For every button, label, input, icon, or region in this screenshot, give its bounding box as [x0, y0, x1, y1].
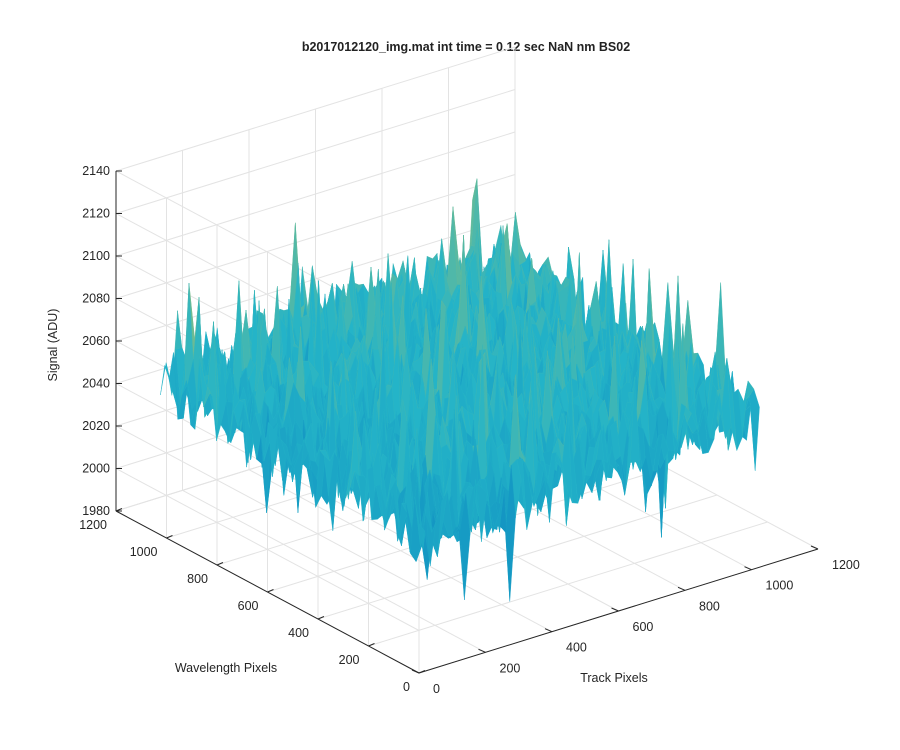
x-tick-label: 1200 — [832, 558, 860, 572]
y-tick-label: 600 — [238, 599, 259, 613]
y-tick-labels: 0 200 400 600 800 1000 1200 — [79, 518, 410, 694]
z-tick-label: 1980 — [82, 504, 110, 518]
y-tick-label: 200 — [339, 653, 360, 667]
z-tick-label: 2040 — [82, 377, 110, 391]
z-tick-label: 2100 — [82, 249, 110, 263]
z-tick-label: 2120 — [82, 207, 110, 221]
z-tick-label: 2000 — [82, 462, 110, 476]
z-tick-label: 2140 — [82, 164, 110, 178]
z-tick-label: 2080 — [82, 292, 110, 306]
y-tick-label: 800 — [187, 572, 208, 586]
surface-plot — [160, 178, 760, 602]
x-tick-labels: 0 200 400 600 800 1000 1200 — [433, 558, 860, 696]
x-tick-label: 1000 — [766, 579, 794, 593]
z-axis-label: Signal (ADU) — [46, 309, 60, 382]
x-tick-label: 600 — [633, 620, 654, 634]
x-tick-label: 400 — [566, 641, 587, 655]
axes — [115, 170, 819, 674]
chart-title: b2017012120_img.mat int time = 0.12 sec … — [302, 40, 630, 54]
x-axis-label: Track Pixels — [580, 671, 648, 685]
x-tick-label: 800 — [699, 599, 720, 613]
z-tick-label: 2060 — [82, 334, 110, 348]
z-tick-label: 2020 — [82, 419, 110, 433]
y-tick-label: 1000 — [130, 545, 158, 559]
x-tick-label: 0 — [433, 682, 440, 696]
y-axis-label: Wavelength Pixels — [175, 661, 277, 675]
y-tick-label: 1200 — [79, 518, 107, 532]
y-tick-label: 400 — [288, 626, 309, 640]
y-tick-label: 0 — [403, 680, 410, 694]
z-tick-labels: 1980 2000 2020 2040 2060 2080 2100 2120 2140 — [82, 164, 110, 518]
x-tick-label: 200 — [500, 661, 521, 675]
